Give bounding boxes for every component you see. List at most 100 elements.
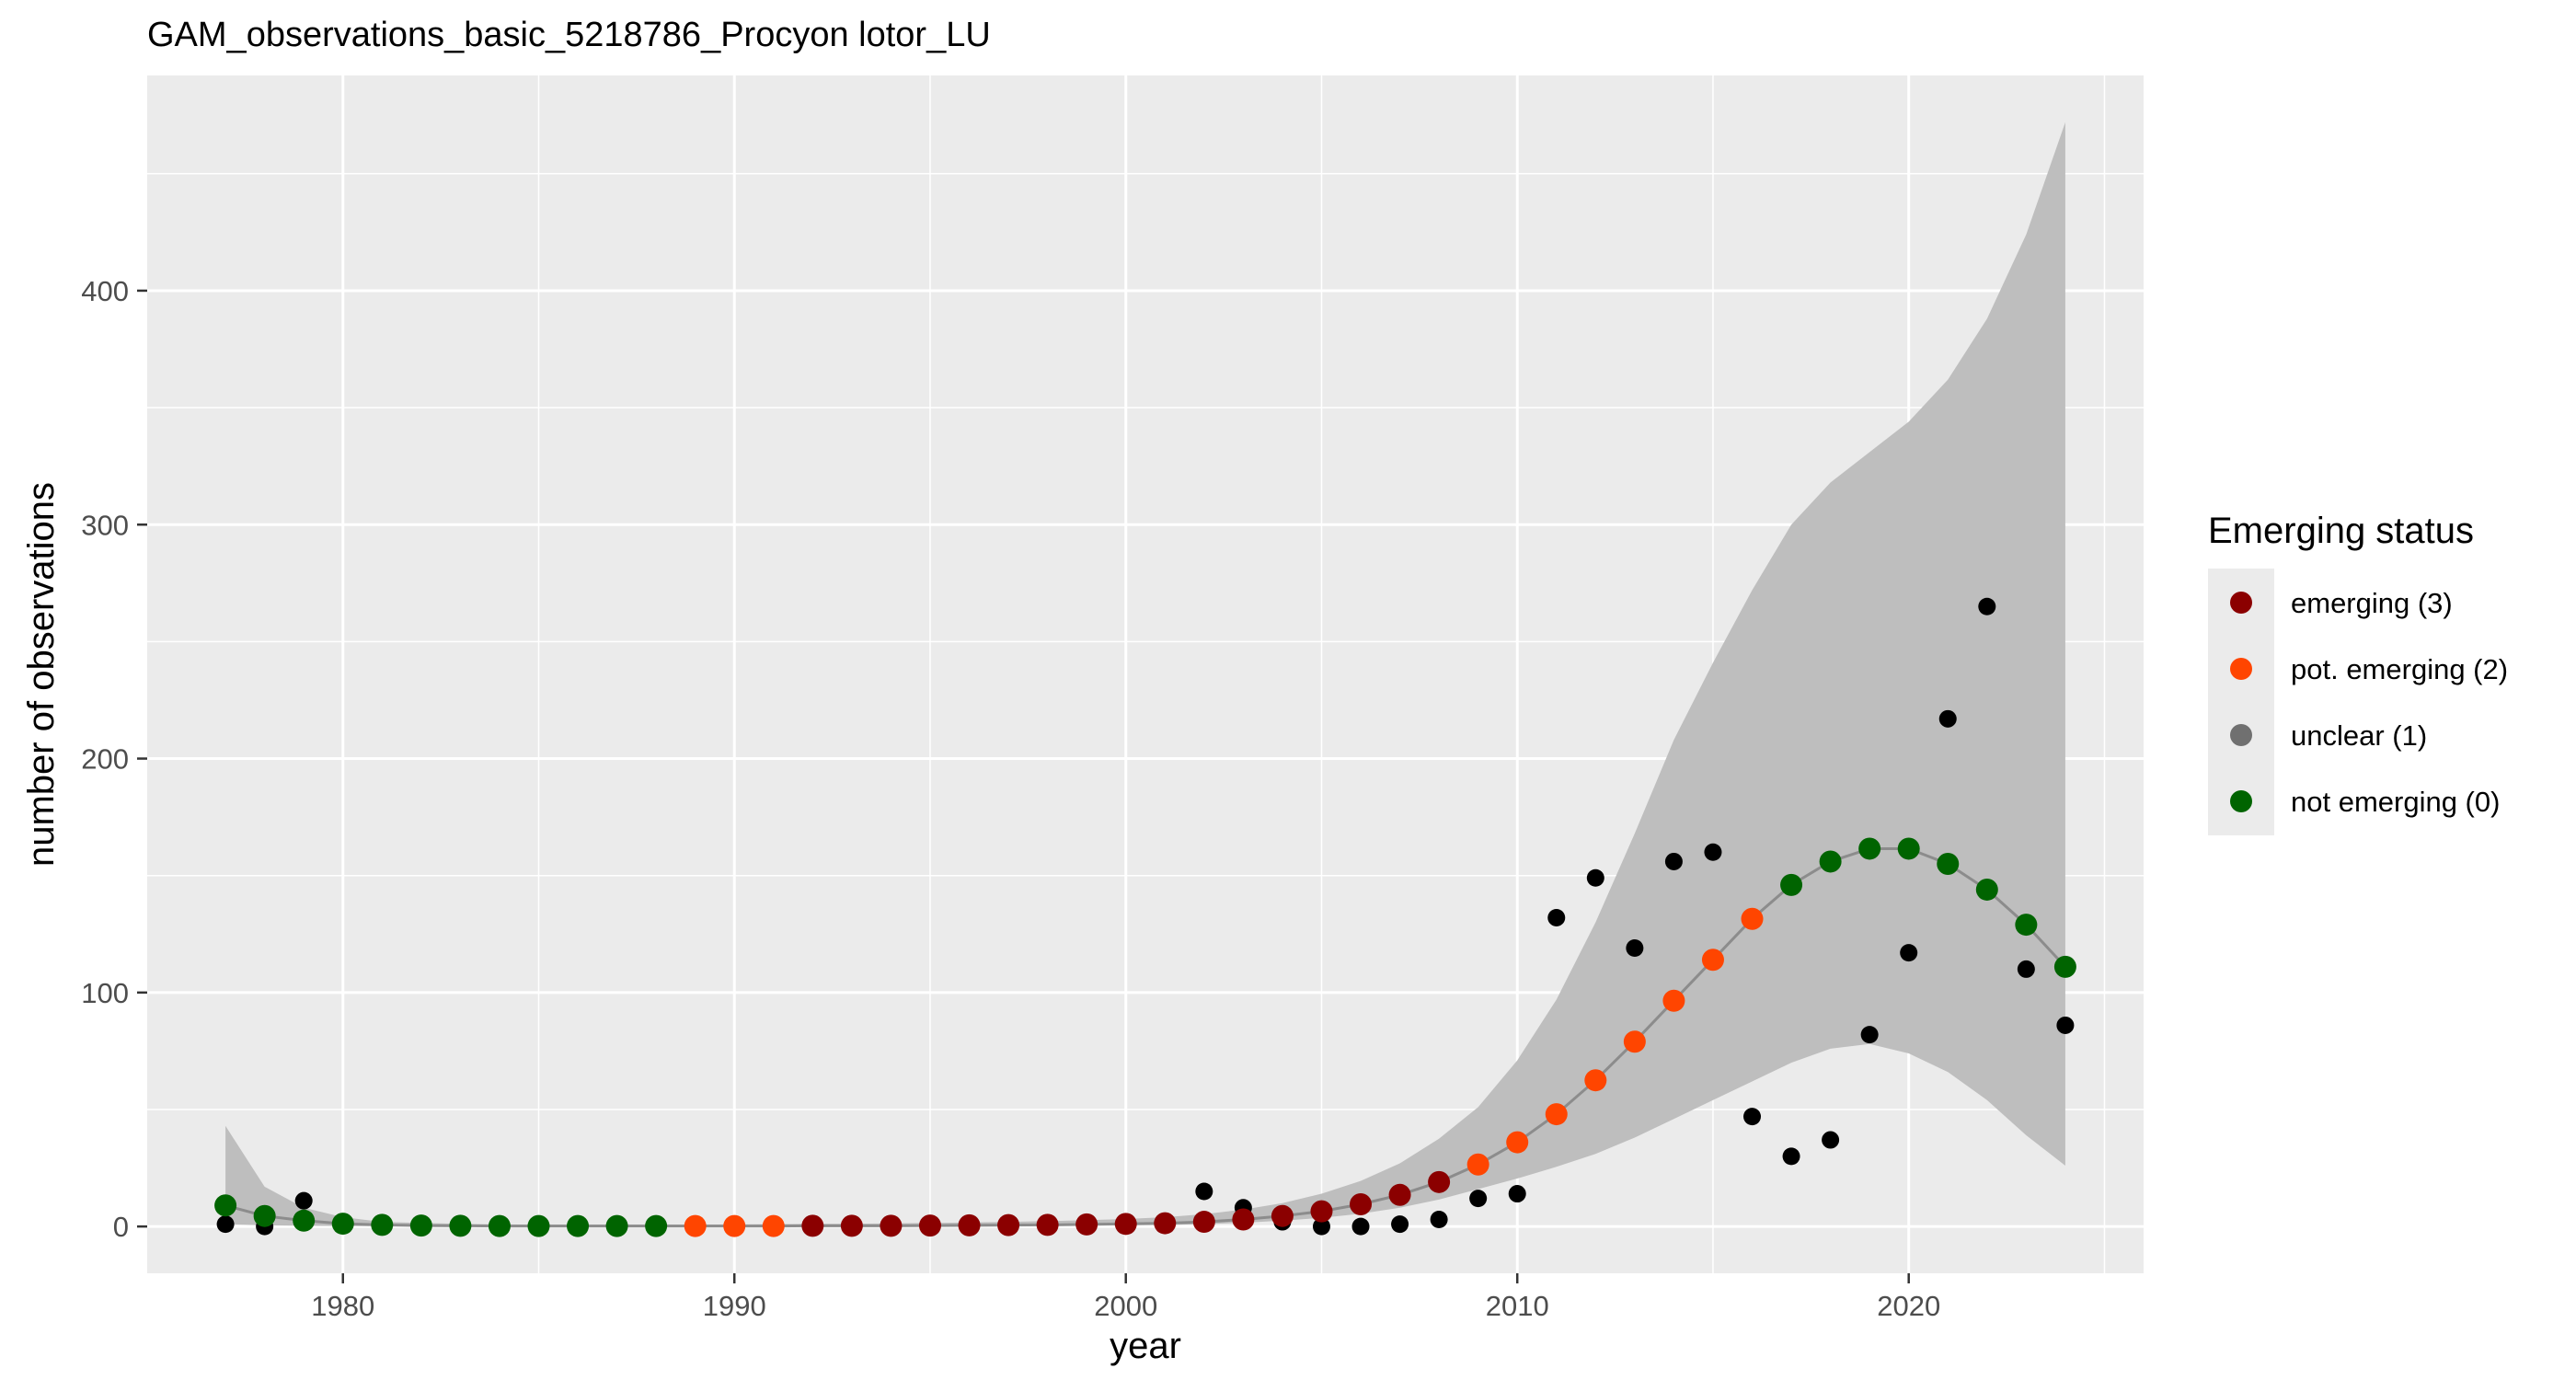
y-tick-label: 300 [81, 509, 129, 541]
fitted-point [1310, 1200, 1333, 1223]
fitted-point [1780, 873, 1803, 896]
observed-point [1547, 908, 1566, 926]
fitted-point [1819, 850, 1842, 873]
fitted-point [449, 1214, 472, 1237]
observed-point [1860, 1026, 1879, 1044]
observed-point [1900, 944, 1918, 962]
fitted-point [684, 1214, 707, 1237]
fitted-point [645, 1214, 668, 1237]
legend-key [2230, 724, 2252, 746]
fitted-point [2053, 955, 2076, 978]
fitted-point [723, 1214, 746, 1237]
fitted-point [1506, 1131, 1529, 1154]
legend-key [2230, 658, 2252, 680]
fitted-point [488, 1214, 511, 1237]
x-tick-label: 2000 [1094, 1290, 1157, 1322]
x-tick-label: 1990 [703, 1290, 766, 1322]
observed-point [1626, 939, 1644, 958]
observed-point [1469, 1190, 1488, 1208]
fitted-points [214, 837, 2076, 1237]
observed-point [294, 1191, 313, 1210]
fitted-point [1858, 837, 1881, 860]
y-axis-title: number of observations [21, 482, 62, 867]
fitted-point [1154, 1212, 1177, 1235]
legend-label: unclear (1) [2291, 719, 2427, 752]
fitted-point [253, 1204, 276, 1227]
fitted-point [293, 1209, 316, 1232]
fitted-point [214, 1194, 237, 1217]
fitted-point [762, 1214, 785, 1237]
observed-point [1586, 868, 1604, 887]
fitted-point [840, 1214, 863, 1237]
fitted-point [1545, 1103, 1568, 1126]
observed-point [216, 1215, 235, 1234]
x-tick-label: 1980 [311, 1290, 374, 1322]
y-tick-label: 0 [113, 1211, 129, 1243]
fitted-point [1388, 1183, 1411, 1206]
fitted-point [1466, 1153, 1489, 1176]
fitted-point [1271, 1204, 1294, 1227]
fitted-point [1036, 1213, 1059, 1236]
fitted-point [1937, 852, 1960, 875]
confidence-ribbon [225, 121, 2065, 1226]
fitted-point [1232, 1208, 1255, 1231]
observed-point [1704, 843, 1722, 861]
fitted-point [371, 1213, 394, 1236]
legend-key [2230, 790, 2252, 812]
observed-point [1351, 1217, 1370, 1236]
fitted-point [1192, 1211, 1215, 1234]
fitted-point [1428, 1170, 1451, 1193]
legend-label: emerging (3) [2291, 587, 2453, 619]
x-tick-label: 2020 [1877, 1290, 1940, 1322]
fitted-point [1350, 1192, 1373, 1215]
legend: Emerging status emerging (3) pot. emergin… [2208, 511, 2508, 835]
observed-point [1312, 1217, 1330, 1236]
fitted-point [1897, 837, 1920, 860]
y-axis: 0 100 200 300 400 [81, 275, 147, 1243]
chart-title: GAM_observations_basic_5218786_Procyon l… [147, 16, 991, 54]
fitted-point [2015, 914, 2038, 937]
legend-title: Emerging status [2208, 511, 2474, 551]
x-axis-title: year [1110, 1326, 1181, 1366]
observed-point [1508, 1185, 1526, 1203]
fitted-point [880, 1214, 903, 1237]
observed-point [1195, 1182, 1213, 1201]
fitted-point [1584, 1069, 1607, 1092]
observed-point [1391, 1215, 1409, 1234]
observed-point [1822, 1131, 1840, 1149]
observed-point [1938, 709, 1957, 728]
fitted-point [1114, 1213, 1137, 1236]
fitted-point [1741, 907, 1764, 930]
observed-point [1664, 852, 1683, 870]
observed-point [1743, 1108, 1762, 1126]
fitted-point [1075, 1213, 1098, 1236]
x-axis: 1980 1990 2000 2010 2020 [311, 1273, 1940, 1322]
observed-point [1430, 1211, 1448, 1229]
fitted-point [1623, 1030, 1646, 1053]
fitted-point [605, 1214, 628, 1237]
observed-point [1978, 597, 1996, 615]
y-tick-label: 400 [81, 275, 129, 307]
observed-point [2056, 1016, 2075, 1034]
fitted-point [997, 1213, 1020, 1236]
fitted-point [527, 1214, 550, 1237]
x-tick-label: 2010 [1486, 1290, 1549, 1322]
fitted-point [1701, 949, 1724, 972]
legend-label: not emerging (0) [2291, 786, 2500, 818]
legend-entries: emerging (3) pot. emerging (2) unclear (1)… [2230, 587, 2508, 818]
fitted-point [1975, 878, 1998, 901]
fitted-point [409, 1214, 432, 1237]
legend-key [2230, 592, 2252, 614]
observed-point [2017, 960, 2035, 978]
fitted-point [1662, 989, 1685, 1012]
fitted-point [331, 1213, 354, 1236]
fitted-point [958, 1213, 981, 1236]
fitted-point [801, 1214, 824, 1237]
fitted-point [918, 1214, 941, 1237]
fitted-point [567, 1214, 590, 1237]
y-tick-label: 100 [81, 977, 129, 1009]
y-tick-label: 200 [81, 743, 129, 776]
observed-point [1782, 1147, 1800, 1166]
legend-label: pot. emerging (2) [2291, 653, 2508, 685]
